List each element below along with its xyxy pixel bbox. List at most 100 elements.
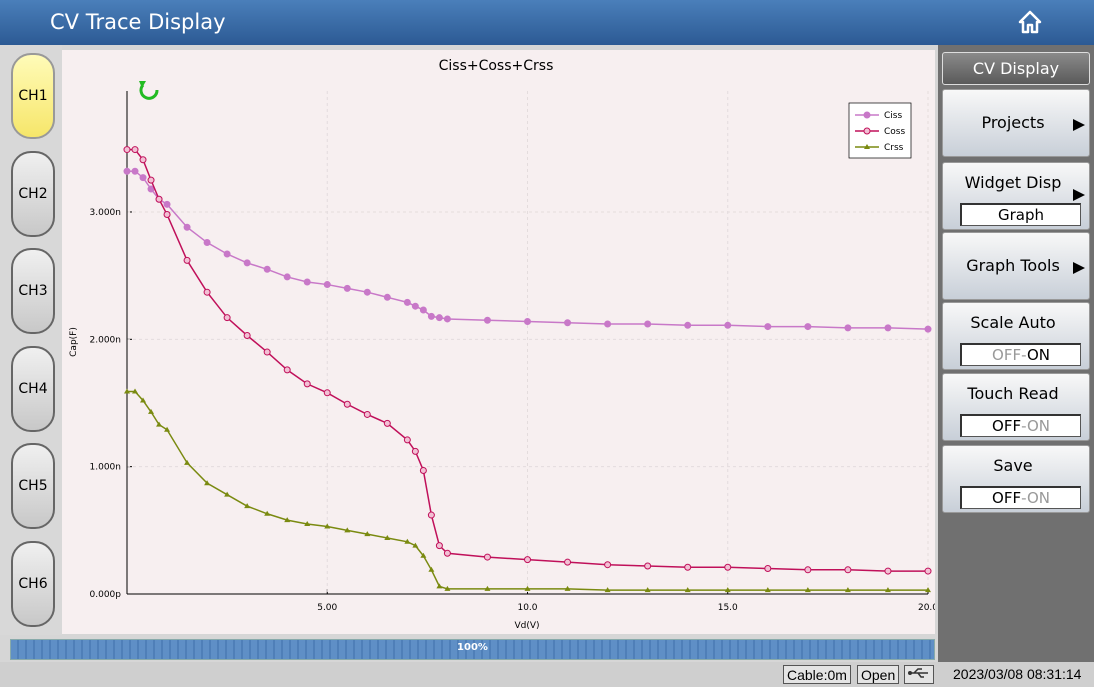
y-tick-label: 2.000n (90, 335, 121, 345)
data-point (164, 426, 171, 432)
data-point (283, 366, 291, 374)
data-point (804, 323, 812, 331)
home-icon[interactable] (1018, 10, 1042, 34)
data-point (483, 316, 491, 324)
y-tick-label: 0.000p (90, 590, 122, 600)
data-point (644, 587, 651, 593)
menu-button[interactable]: Graph Tools (942, 232, 1090, 300)
data-point (204, 480, 211, 486)
data-point (203, 239, 211, 247)
data-point (844, 566, 852, 574)
data-point (223, 314, 231, 322)
data-point (484, 585, 491, 591)
menu-value: Graph (960, 203, 1081, 226)
data-point (183, 223, 191, 231)
data-point (524, 556, 531, 564)
menu-button[interactable]: Scale Auto OFF-ON (942, 302, 1090, 370)
legend-label: Ciss (884, 111, 902, 121)
data-point (363, 410, 371, 418)
data-point (435, 542, 443, 550)
data-point (443, 315, 451, 323)
data-point (644, 562, 652, 570)
data-point (684, 563, 692, 571)
data-point (863, 127, 871, 135)
data-point (524, 585, 531, 591)
data-point (183, 256, 191, 264)
menu-button[interactable]: Touch Read OFF-ON (942, 373, 1090, 441)
data-point (925, 587, 931, 593)
data-point (420, 552, 427, 558)
data-point (123, 146, 131, 154)
chart-area: Ciss+Coss+Crss Vd(V) Cap(F) 0.000p 1.000n 2.0… (62, 50, 938, 634)
series (124, 388, 931, 593)
channel-button[interactable]: CH2 (11, 150, 55, 237)
data-point (324, 523, 331, 529)
separator: - (1021, 346, 1027, 364)
data-point (419, 306, 427, 314)
menu-toggle: OFF-ON (960, 343, 1081, 366)
data-point (304, 520, 311, 526)
data-point (263, 265, 271, 273)
y-axis-label: Cap(F) (69, 327, 79, 357)
data-point (156, 421, 163, 427)
chart-title: Ciss+Coss+Crss (439, 58, 554, 74)
progress-label: 100% (457, 642, 488, 653)
series (123, 146, 932, 575)
arrow-icon (1073, 189, 1085, 201)
data-point (764, 323, 772, 331)
separator: - (1021, 489, 1027, 507)
data-point (384, 534, 391, 540)
menu-title[interactable]: CV Display (942, 52, 1090, 85)
data-point (924, 325, 932, 333)
menu-button[interactable]: Save OFF-ON (942, 445, 1090, 513)
data-point (411, 302, 419, 310)
refresh-icon[interactable] (139, 81, 159, 100)
data-point (564, 558, 572, 566)
data-point (411, 447, 419, 455)
usb-icon (904, 665, 934, 684)
data-point (764, 587, 771, 593)
data-point (303, 278, 311, 286)
toggle-option: OFF (992, 417, 1022, 435)
channel-button[interactable]: CH5 (11, 443, 55, 529)
data-point (139, 174, 147, 182)
channel-button[interactable]: CH1 (11, 53, 55, 139)
menu-button[interactable]: Widget Disp Graph (942, 162, 1090, 230)
progress-bar: 100% (10, 639, 935, 660)
data-point (724, 587, 731, 593)
x-tick-label: 5.00 (317, 603, 337, 613)
channel-panel: CH1 CH2 CH3 CH4 CH5 CH6 (0, 45, 62, 635)
data-point (604, 320, 612, 328)
menu-button[interactable]: Projects (942, 89, 1090, 157)
arrow-icon (1073, 119, 1085, 131)
data-point (844, 587, 851, 593)
channel-button[interactable]: CH4 (11, 345, 55, 432)
data-point (724, 563, 732, 571)
data-point (604, 587, 611, 593)
x-axis-label: Vd(V) (514, 621, 539, 631)
channel-button[interactable]: CH6 (11, 540, 55, 627)
data-point (444, 585, 451, 591)
series (123, 167, 932, 333)
toggle-option: ON (1026, 417, 1050, 435)
data-point (864, 144, 870, 149)
data-point (724, 321, 732, 329)
status-bar: Cable:0m Open 2023/03/08 08:31:14 (0, 662, 1094, 687)
data-point (383, 419, 391, 427)
menu-label: Touch Read (967, 384, 1059, 403)
chart: Ciss+Coss+Crss Vd(V) Cap(F) 0.000p 1.000n 2.0… (69, 58, 938, 631)
data-point (436, 583, 443, 589)
menu-label: Graph Tools (966, 256, 1060, 275)
menu-label: Projects (981, 113, 1045, 132)
data-point (604, 561, 612, 569)
menu-label: Scale Auto (970, 313, 1056, 332)
menu-toggle: OFF-ON (960, 414, 1081, 437)
data-point (203, 288, 211, 296)
data-point (443, 549, 451, 557)
menu-label: Save (993, 456, 1033, 475)
data-point (644, 320, 652, 328)
separator: - (1021, 417, 1027, 435)
channel-button[interactable]: CH3 (11, 248, 55, 334)
datetime: 2023/03/08 08:31:14 (953, 666, 1082, 682)
data-point (344, 527, 351, 533)
